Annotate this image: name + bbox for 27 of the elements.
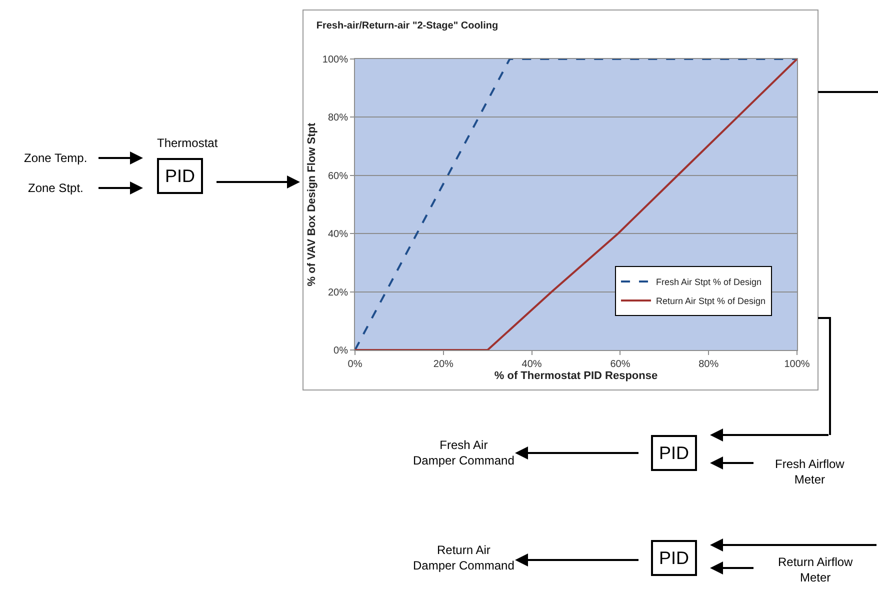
y-tick-label: 0%	[334, 346, 348, 356]
text: Zone Stpt.	[28, 181, 84, 195]
y-tick-label: 60%	[328, 170, 348, 182]
text: PID	[659, 443, 690, 463]
text: Zone Temp.	[24, 151, 88, 165]
text: PID	[165, 166, 196, 186]
y-tick-label: 20%	[328, 287, 348, 298]
text: Thermostat	[157, 136, 218, 150]
x-tick-label: 60%	[610, 359, 630, 370]
x-tick-label: 0%	[348, 359, 362, 370]
legend-label: Fresh Air Stpt % of Design	[656, 277, 762, 288]
text: Return Airflow Meter	[778, 555, 854, 585]
x-tick-label: 20%	[433, 359, 454, 370]
y-tick-label: 40%	[328, 229, 348, 240]
text: Fresh Air Damper Command	[413, 438, 514, 468]
legend-label: Return Air Stpt % of Design	[656, 296, 766, 306]
x-tick-label: 40%	[522, 359, 542, 370]
x-tick-label: 100%	[784, 359, 810, 370]
chart-title: Fresh-air/Return-air "2-Stage" Cooling	[316, 20, 498, 32]
x-axis-title: % of Thermostat PID Response	[494, 370, 658, 382]
y-axis-title: % of VAV Box Design Flow Stpt	[306, 122, 318, 286]
text: PID	[659, 548, 690, 568]
text: Fresh Airflow Meter	[775, 457, 845, 487]
x-tick-label: 80%	[698, 359, 719, 370]
y-tick-label: 100%	[322, 54, 348, 66]
y-tick-label: 80%	[328, 112, 348, 124]
text: Return Air Damper Command	[413, 543, 514, 573]
